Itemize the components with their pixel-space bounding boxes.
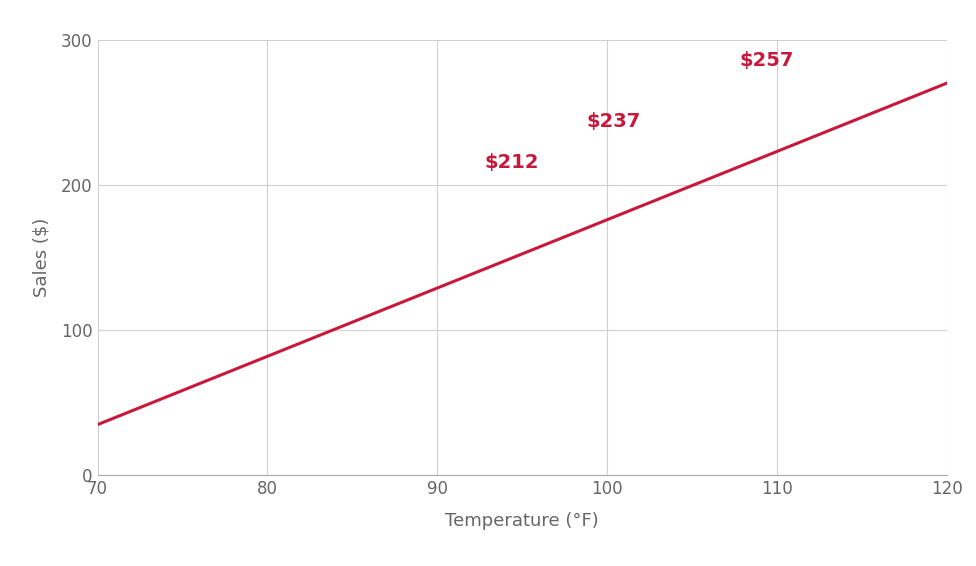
Text: $257: $257 [740, 51, 793, 70]
Text: $212: $212 [485, 153, 539, 172]
Text: $237: $237 [587, 112, 641, 131]
X-axis label: Temperature (°F): Temperature (°F) [445, 512, 599, 530]
Y-axis label: Sales ($): Sales ($) [32, 218, 50, 297]
